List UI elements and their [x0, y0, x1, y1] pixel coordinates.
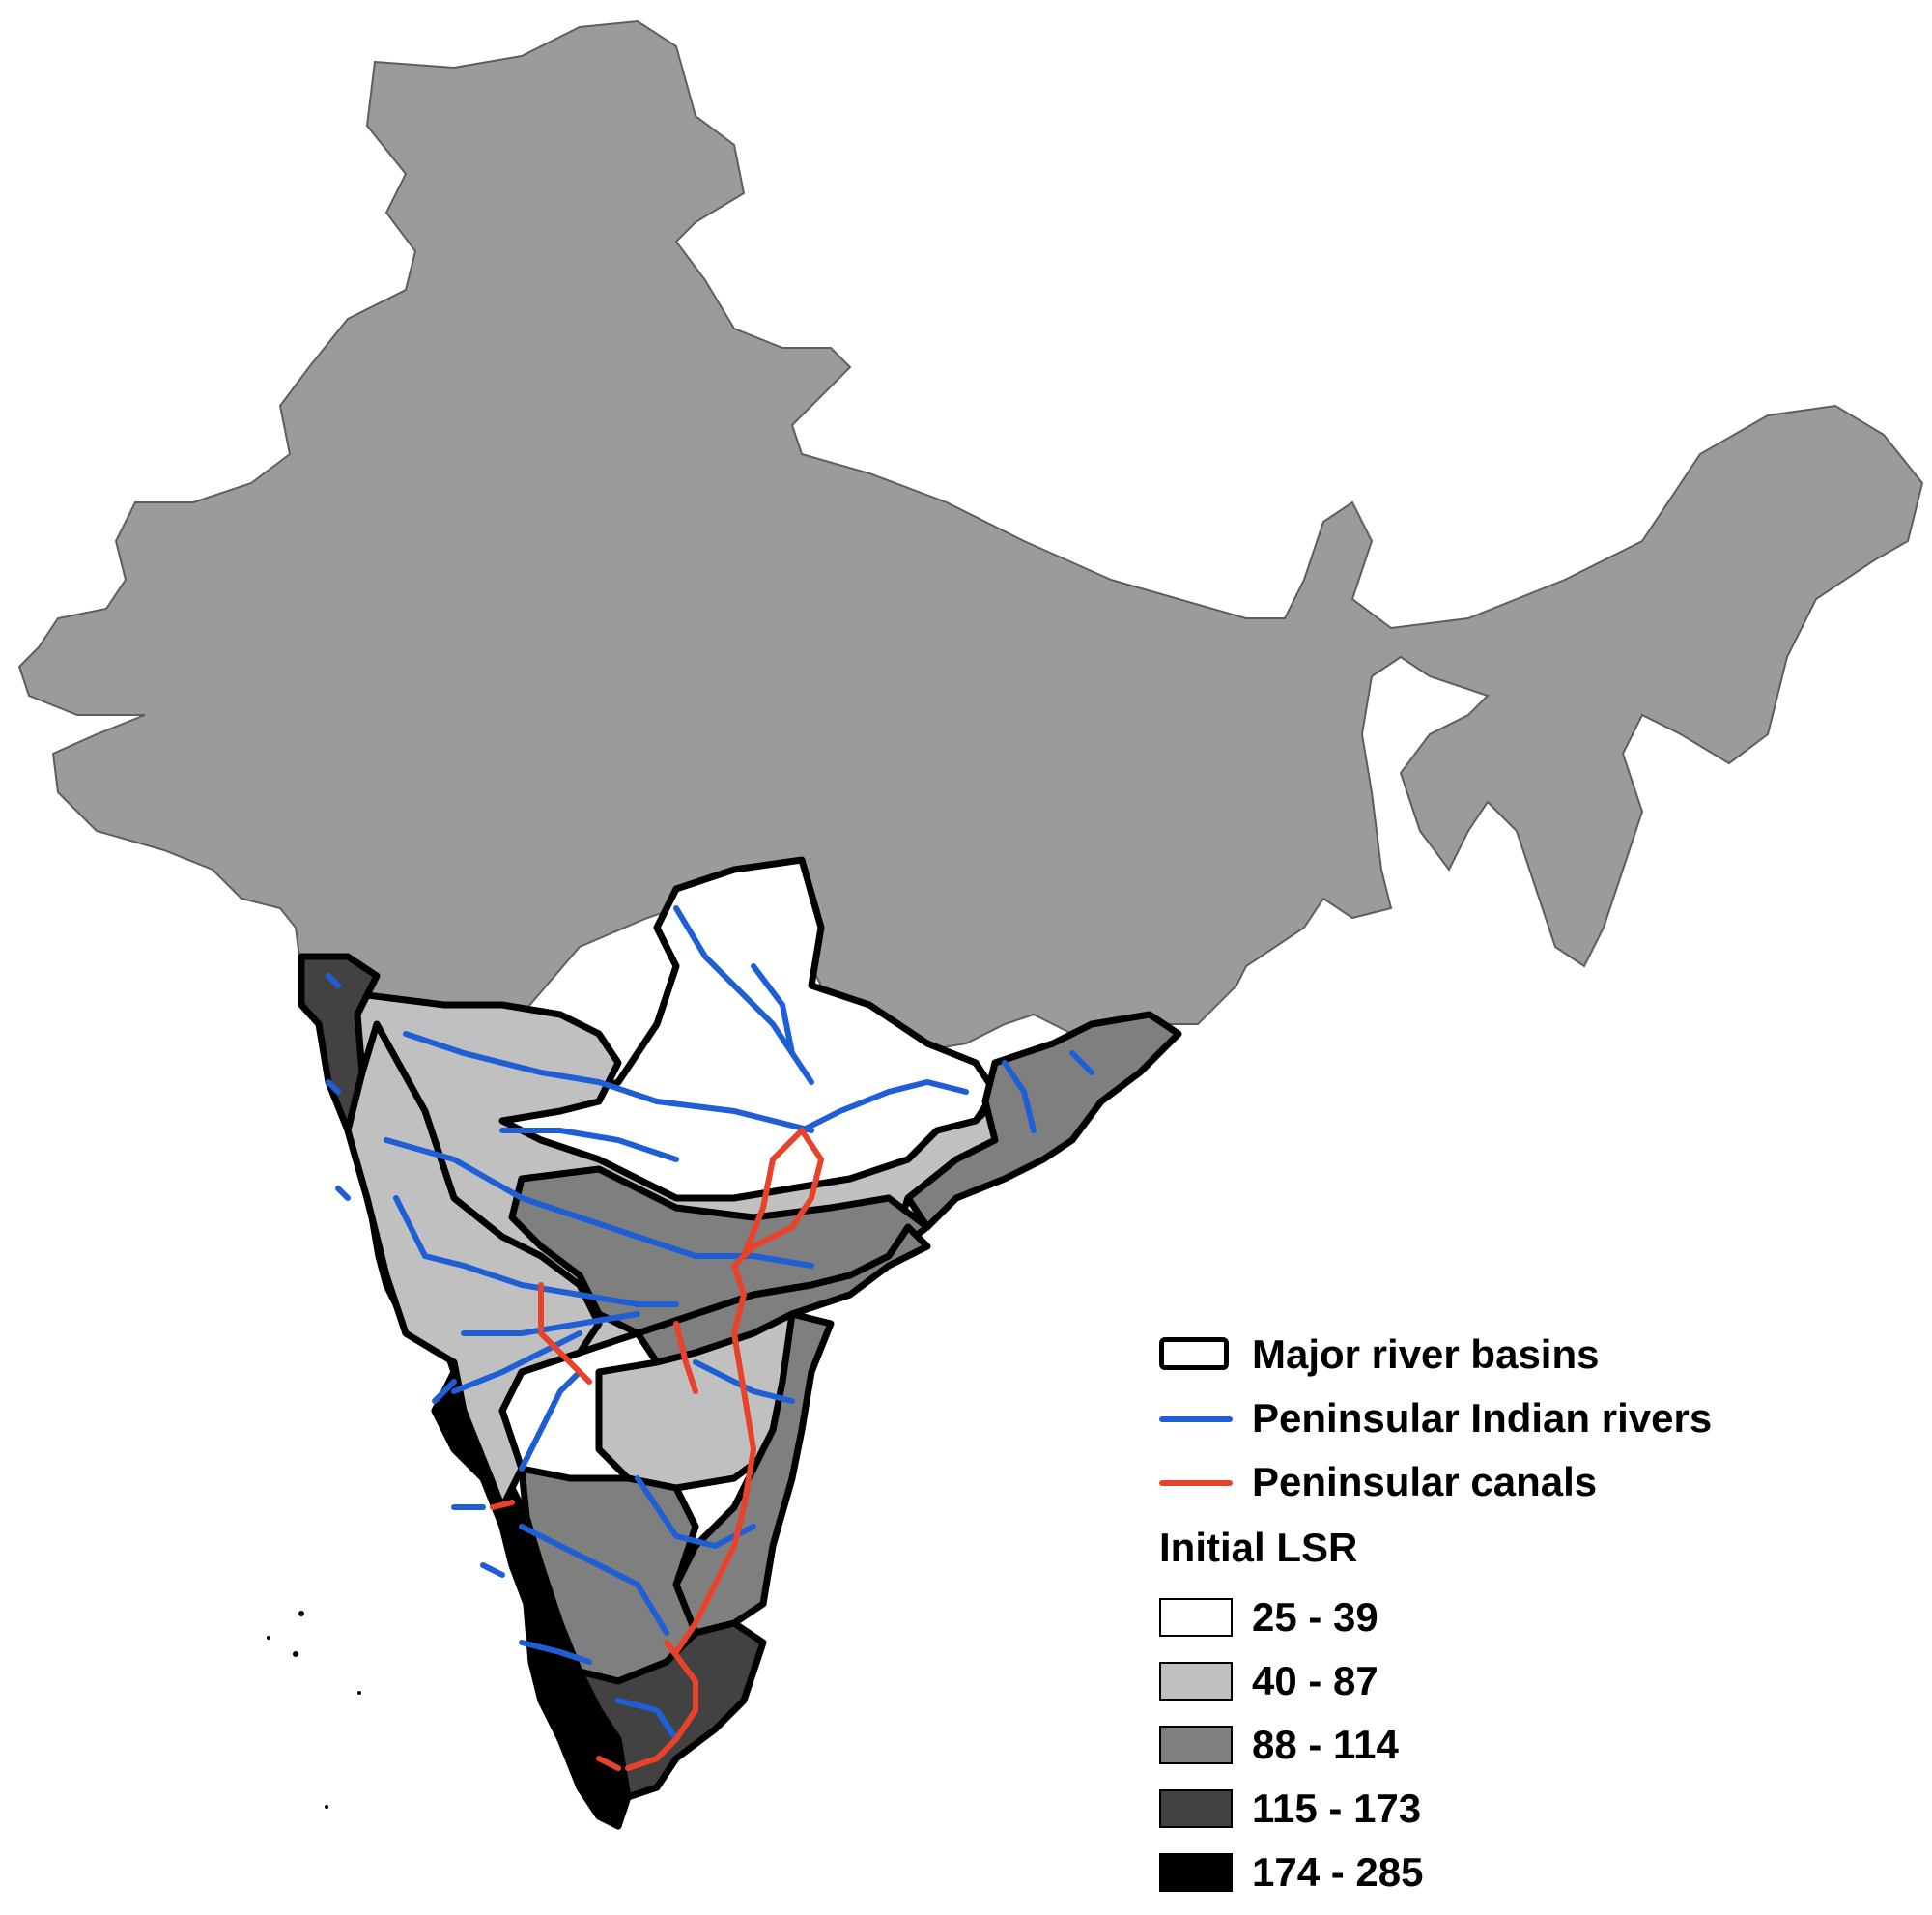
legend-basins-label: Major river basins	[1252, 1331, 1600, 1377]
class-swatch	[1159, 1662, 1233, 1701]
legend-basins: Major river basins	[1155, 1331, 1889, 1395]
river	[326, 1079, 341, 1095]
legend-rivers-label: Peninsular Indian rivers	[1252, 1395, 1713, 1441]
island	[325, 1805, 328, 1809]
legend-rivers: Peninsular Indian rivers	[1155, 1395, 1889, 1459]
river-swatch	[1159, 1416, 1233, 1422]
river	[1002, 1060, 1037, 1133]
map-legend: Major river basins Peninsular Indian riv…	[1155, 1331, 1889, 1909]
river	[326, 973, 341, 988]
river	[432, 1379, 457, 1404]
river	[799, 1078, 969, 1133]
island	[298, 1611, 304, 1616]
legend-lsr-title: Initial LSR	[1159, 1525, 1358, 1570]
class-swatch	[1159, 1789, 1233, 1828]
class-label: 174 - 285	[1252, 1849, 1424, 1895]
canal	[741, 1128, 805, 1259]
india-landmass	[17, 19, 1924, 1055]
class-swatch	[1159, 1853, 1233, 1892]
peninsular-canals	[490, 1128, 825, 1771]
river	[519, 1640, 592, 1665]
river	[751, 963, 795, 1056]
canal	[673, 1128, 825, 1655]
canal-swatch	[1159, 1480, 1233, 1486]
legend-canals: Peninsular canals	[1155, 1459, 1889, 1523]
canal	[673, 1321, 698, 1394]
river	[519, 1524, 669, 1636]
river	[335, 1186, 351, 1201]
class-label: 115 - 173	[1252, 1786, 1422, 1831]
class-swatch	[1159, 1726, 1233, 1764]
basin-east-coast-north	[904, 1011, 1182, 1231]
river	[635, 1475, 756, 1550]
legend-class-row: 174 - 285	[1155, 1845, 1889, 1909]
legend-class-row: 40 - 87	[1155, 1654, 1889, 1718]
class-label: 25 - 39	[1252, 1594, 1378, 1640]
canal	[596, 1756, 621, 1771]
island	[293, 1651, 298, 1657]
river	[673, 905, 814, 1085]
river	[451, 1330, 582, 1394]
class-swatch	[1159, 1598, 1233, 1637]
river	[480, 1562, 505, 1578]
class-label: 88 - 114	[1252, 1722, 1399, 1767]
basin-tamil-south	[576, 1619, 767, 1801]
peninsular-rivers	[326, 905, 1094, 1742]
river	[1069, 1050, 1094, 1075]
river	[519, 1369, 582, 1472]
legend-canals-label: Peninsular canals	[1252, 1459, 1598, 1504]
river	[393, 1195, 679, 1307]
river	[499, 1128, 679, 1162]
legend-class-row: 88 - 114	[1155, 1718, 1889, 1782]
class-label: 40 - 87	[1252, 1658, 1378, 1703]
basin-swatch	[1159, 1337, 1229, 1370]
legend-class-row: 115 - 173	[1155, 1782, 1889, 1845]
canal	[490, 1500, 515, 1510]
island	[267, 1636, 270, 1640]
river	[461, 1311, 640, 1336]
canal	[538, 1282, 592, 1385]
canal	[625, 1640, 698, 1771]
river	[403, 1031, 814, 1133]
legend-class-row: 25 - 39	[1155, 1590, 1889, 1654]
island	[357, 1691, 361, 1695]
river	[615, 1698, 679, 1742]
